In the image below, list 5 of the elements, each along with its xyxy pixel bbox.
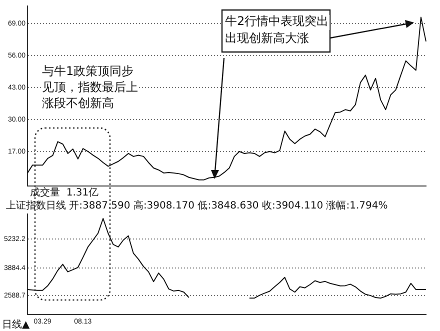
- text: 上证指数日线 开:3887.590 高:3908.170 低:3848.630 收:3904.110 涨幅:1.794%: [6, 200, 388, 212]
- text: 成交量 1.31亿: [30, 186, 99, 199]
- text: 日线▲: [2, 318, 30, 331]
- annotation: 牛2行情中表现突出出现创新高大涨: [225, 14, 329, 46]
- annotation: 与牛1政策顶同步见顶，指数最后上涨段不创新高: [42, 64, 138, 110]
